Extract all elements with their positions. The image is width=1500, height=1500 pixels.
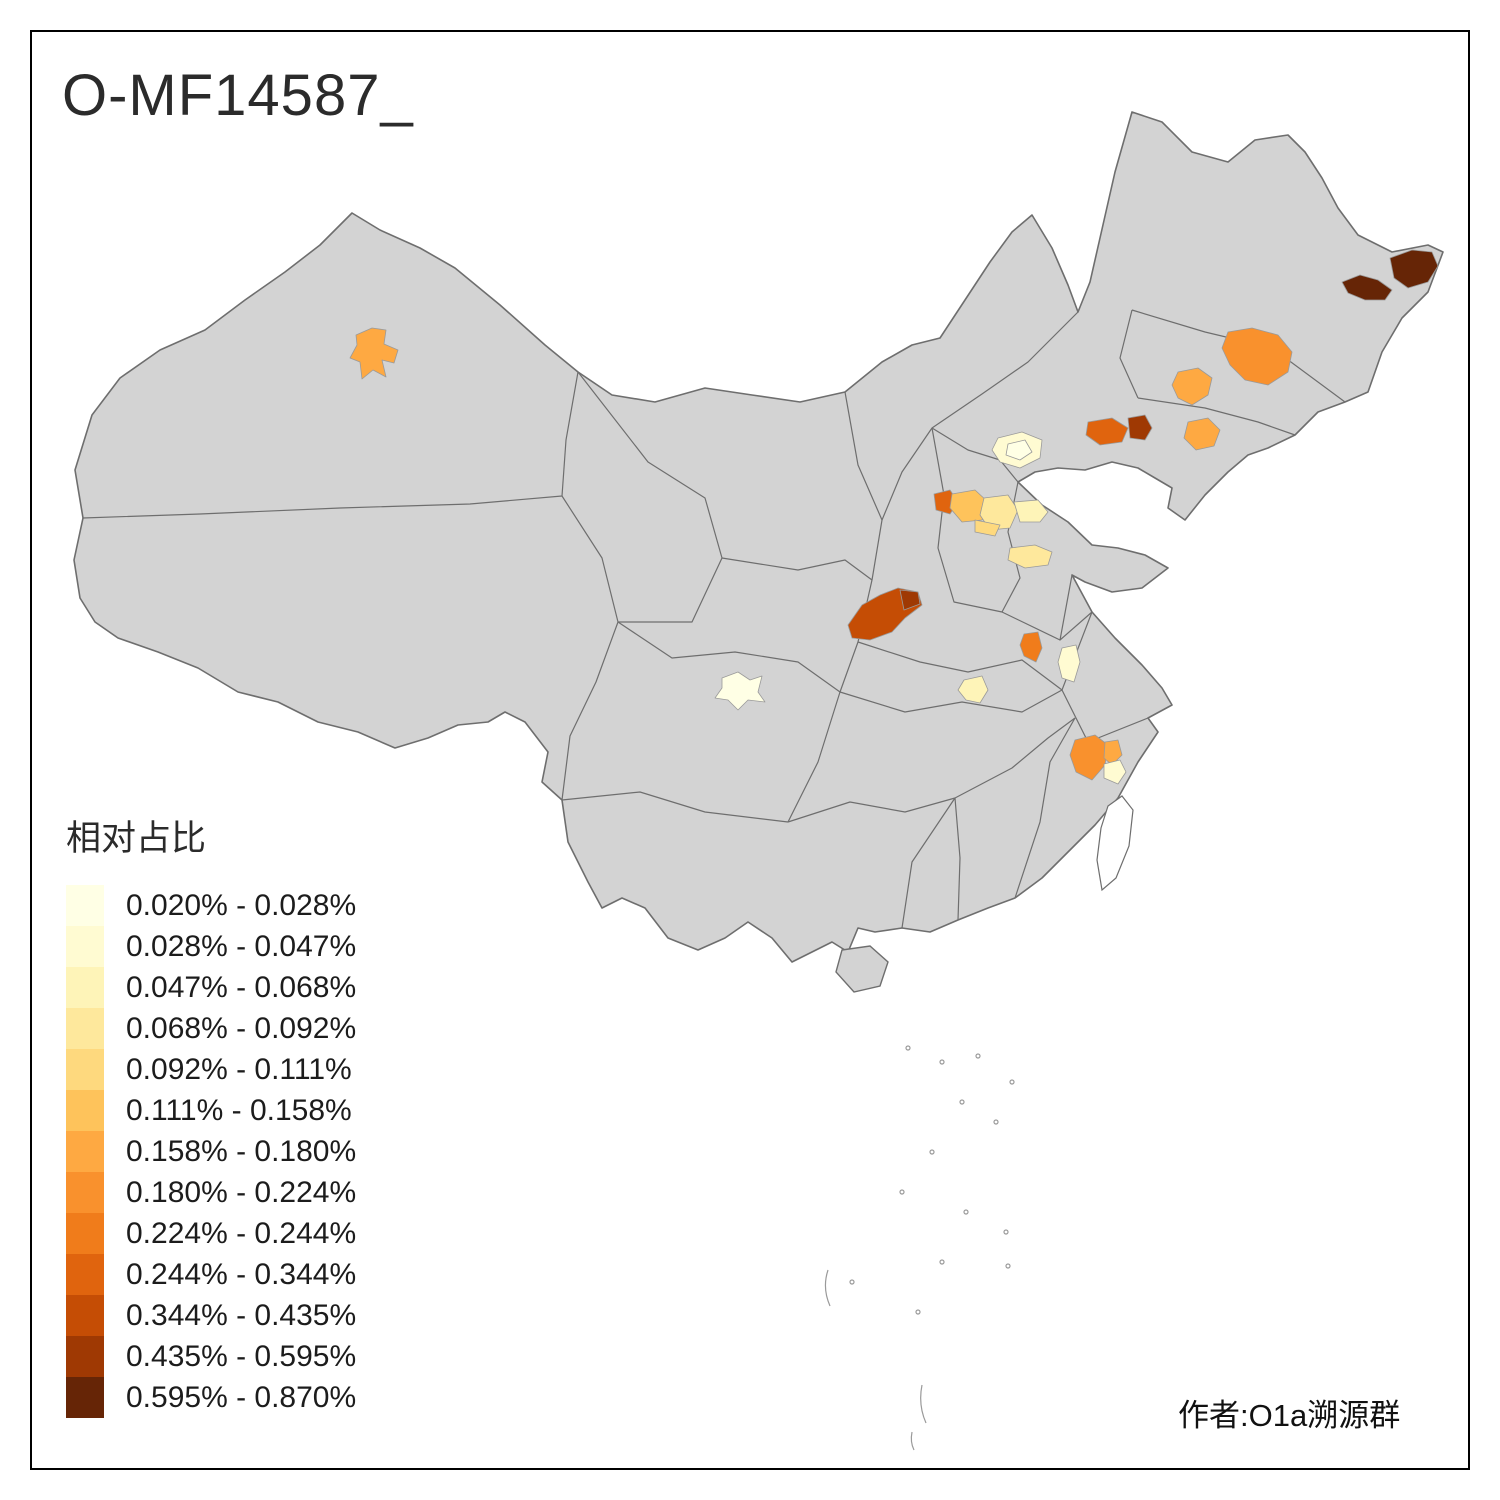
- legend-entry: 0.047% - 0.068%: [66, 967, 356, 1008]
- legend-label: 0.435% - 0.595%: [126, 1340, 357, 1373]
- legend-swatch: [66, 967, 104, 1008]
- legend-label: 0.068% - 0.092%: [126, 1012, 357, 1045]
- legend-label: 0.224% - 0.244%: [126, 1217, 357, 1250]
- legend-label: 0.111% - 0.158%: [126, 1094, 352, 1127]
- map-region: [1007, 544, 1053, 569]
- legend-swatch: [66, 1336, 104, 1377]
- legend-entry: 0.244% - 0.344%: [66, 1254, 356, 1295]
- map-region: [1069, 734, 1109, 781]
- legend-entry: 0.344% - 0.435%: [66, 1295, 356, 1336]
- map-region: [974, 519, 1001, 537]
- legend-swatch: [66, 1090, 104, 1131]
- legend-entry: 0.092% - 0.111%: [66, 1049, 356, 1090]
- legend-swatch: [66, 1295, 104, 1336]
- attribution-text: 作者:O1a溯源群: [1178, 1398, 1401, 1433]
- legend-label: 0.244% - 0.344%: [126, 1258, 357, 1291]
- legend-label: 0.158% - 0.180%: [126, 1135, 357, 1168]
- map-region: [1127, 414, 1153, 441]
- legend-entries: 0.020% - 0.028% 0.028% - 0.047% 0.047% -…: [66, 885, 356, 1418]
- legend-entry: 0.180% - 0.224%: [66, 1172, 356, 1213]
- map-region: [1057, 644, 1081, 683]
- legend-swatch: [66, 885, 104, 926]
- legend-title: 相对占比: [66, 819, 207, 858]
- taiwan-island: [1096, 795, 1134, 892]
- map-region: [1103, 759, 1127, 785]
- legend: 相对占比 0.020% - 0.028% 0.028% - 0.047% 0.0…: [66, 810, 356, 1418]
- map-region: [949, 489, 989, 523]
- legend-entry: 0.158% - 0.180%: [66, 1131, 356, 1172]
- map-region: [957, 675, 989, 704]
- legend-swatch: [66, 1008, 104, 1049]
- legend-label: 0.020% - 0.028%: [126, 889, 357, 922]
- map-region: [1183, 417, 1221, 451]
- map-region: [1085, 417, 1129, 446]
- map-region: [979, 494, 1019, 531]
- map-region: [1171, 367, 1213, 406]
- legend-entry: 0.068% - 0.092%: [66, 1008, 356, 1049]
- legend-entry: 0.595% - 0.870%: [66, 1377, 356, 1418]
- highlighted-regions: [349, 249, 1439, 785]
- legend-swatch: [66, 1172, 104, 1213]
- map-region: [899, 589, 921, 611]
- map-region: [1341, 274, 1393, 301]
- legend-swatch: [66, 1131, 104, 1172]
- legend-swatch: [66, 1377, 104, 1418]
- legend-entry: 0.028% - 0.047%: [66, 926, 356, 967]
- legend-swatch: [66, 1049, 104, 1090]
- map-region: [349, 327, 399, 380]
- legend-swatch: [66, 926, 104, 967]
- hainan-island: [835, 945, 889, 993]
- legend-label: 0.180% - 0.224%: [126, 1176, 357, 1209]
- legend-entry: 0.111% - 0.158%: [66, 1090, 356, 1131]
- plot-title: O-MF14587_: [62, 63, 414, 128]
- map-region: [714, 671, 766, 711]
- legend-label: 0.047% - 0.068%: [126, 971, 357, 1004]
- legend-swatch: [66, 1213, 104, 1254]
- legend-label: 0.344% - 0.435%: [126, 1299, 357, 1332]
- legend-label: 0.092% - 0.111%: [126, 1053, 352, 1086]
- map-region: [1103, 739, 1123, 766]
- south-china-sea-islands: [824, 1045, 1015, 1451]
- map-region: [1221, 327, 1293, 386]
- legend-label: 0.595% - 0.870%: [126, 1381, 357, 1414]
- legend-entry: 0.224% - 0.244%: [66, 1213, 356, 1254]
- map-region: [1013, 499, 1049, 523]
- legend-swatch: [66, 1254, 104, 1295]
- map-region: [1019, 631, 1043, 663]
- map-region: [1005, 439, 1033, 461]
- map-region: [1389, 249, 1439, 289]
- legend-entry: 0.020% - 0.028%: [66, 885, 356, 926]
- legend-entry: 0.435% - 0.595%: [66, 1336, 356, 1377]
- legend-label: 0.028% - 0.047%: [126, 930, 357, 963]
